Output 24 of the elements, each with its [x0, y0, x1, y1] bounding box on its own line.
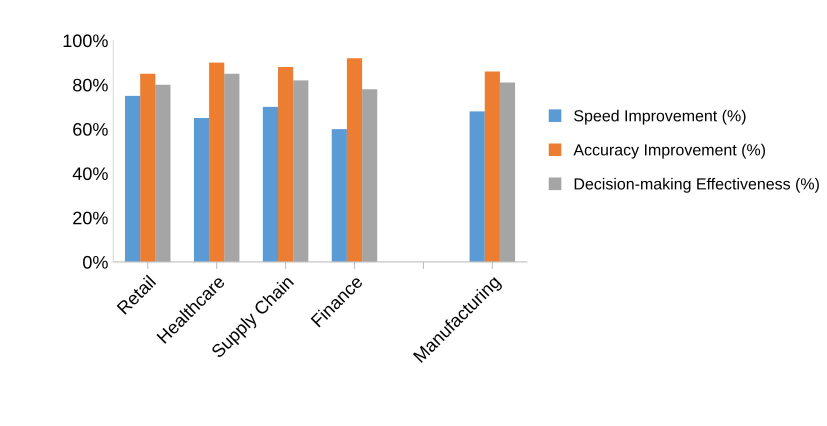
y-tick-label: 40%: [72, 167, 108, 180]
bar: [125, 96, 140, 262]
bar: [346, 58, 362, 262]
bar: [362, 89, 378, 262]
bar: [209, 62, 224, 262]
bar: [484, 71, 500, 262]
y-tick-label: 100%: [64, 34, 108, 48]
bar: [224, 74, 240, 262]
bar: [293, 80, 308, 262]
y-tick-label: 0%: [83, 256, 108, 269]
legend-label: Speed Improvement (%): [574, 110, 746, 125]
bar: [194, 118, 210, 262]
bar: [470, 111, 485, 262]
bar: [155, 84, 170, 262]
y-tick-label: 20%: [73, 212, 108, 224]
bar: [278, 67, 294, 262]
bar: [500, 82, 516, 262]
bar: [332, 129, 347, 262]
y-tick-label: 80%: [73, 78, 108, 92]
bar: [140, 74, 156, 262]
bar: [262, 106, 278, 262]
legend-label: Accuracy Improvement (%): [573, 144, 766, 159]
y-tick-label: 60%: [73, 123, 108, 136]
legend-label: Decision-making Effectiveness (%): [574, 178, 819, 193]
